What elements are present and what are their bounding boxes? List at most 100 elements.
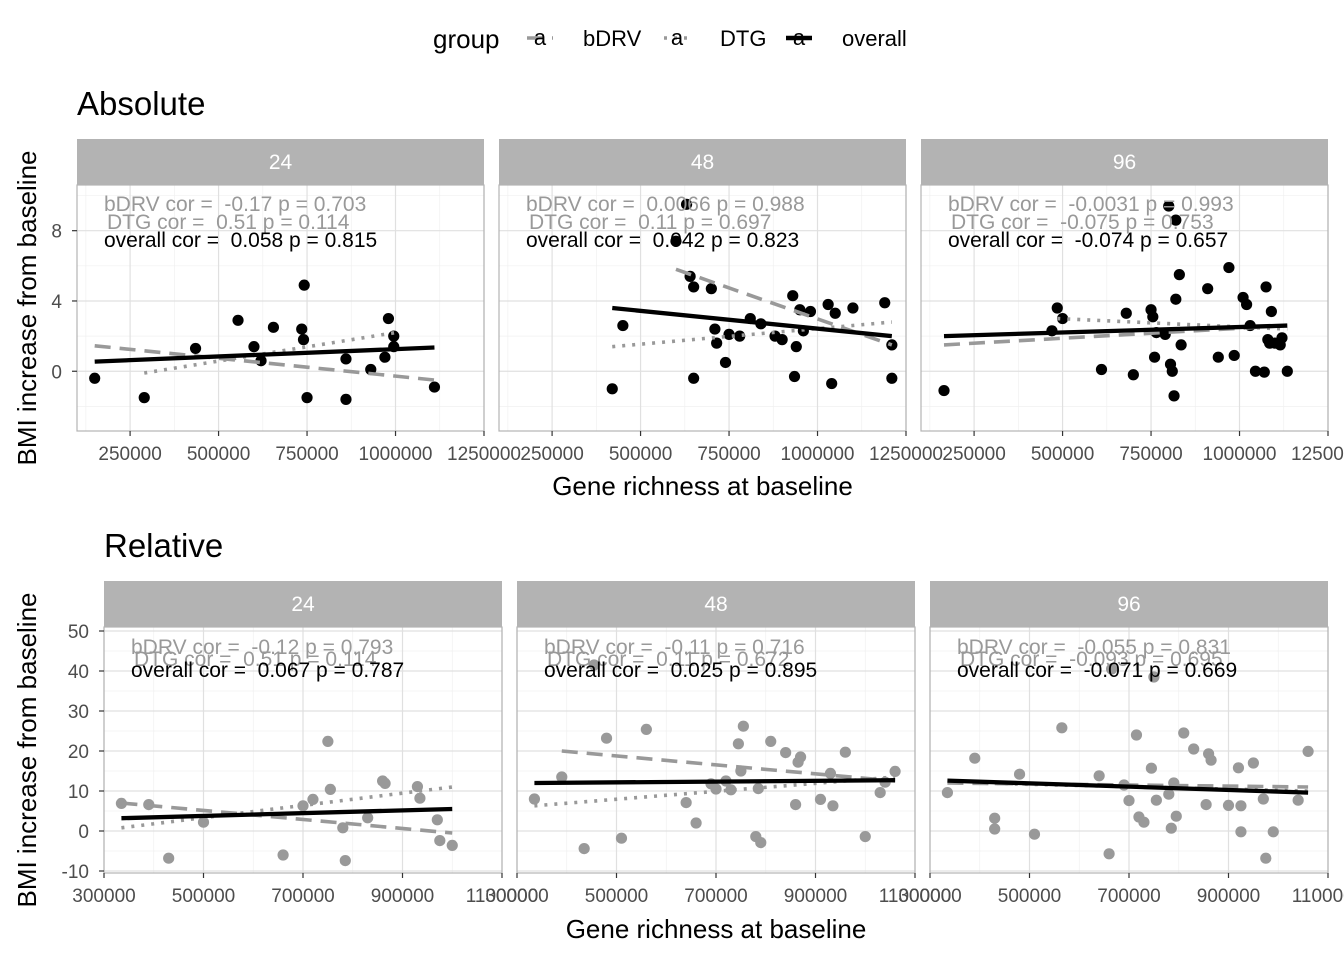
facet-strip-label: 96 bbox=[1113, 151, 1136, 174]
facet-strip bbox=[930, 581, 1328, 627]
data-point bbox=[1127, 369, 1139, 381]
data-point bbox=[431, 814, 443, 826]
data-point bbox=[296, 323, 308, 335]
data-point bbox=[989, 812, 1001, 824]
x-tick-label: 300000 bbox=[72, 886, 135, 907]
legend-key-glyph: a bbox=[793, 25, 806, 50]
x-tick-label: 300000 bbox=[898, 886, 961, 907]
x-tick-label: 300000 bbox=[485, 886, 548, 907]
data-point bbox=[889, 765, 901, 778]
x-tick-label: 1000000 bbox=[781, 444, 855, 465]
data-point bbox=[379, 777, 391, 790]
legend-key-glyph: a bbox=[671, 25, 684, 50]
data-point bbox=[814, 793, 827, 806]
x-tick-label: 1100000 bbox=[879, 886, 952, 907]
fit-line-overall bbox=[612, 305, 893, 339]
data-point bbox=[938, 384, 950, 397]
data-point bbox=[690, 817, 702, 829]
data-point bbox=[847, 302, 859, 314]
data-point bbox=[1267, 826, 1279, 838]
legend-key-glyph: a bbox=[534, 25, 547, 50]
data-point bbox=[1178, 727, 1190, 739]
data-point bbox=[1056, 312, 1069, 325]
data-point bbox=[839, 746, 851, 758]
data-point bbox=[941, 787, 954, 799]
data-point bbox=[790, 341, 802, 353]
annotation-overall: overall cor = 0.042 p = 0.823 bbox=[526, 229, 799, 252]
data-point bbox=[719, 356, 732, 369]
data-point bbox=[1105, 663, 1118, 675]
annotation-dtg: DTG cor = 0.11 p = 0.697 bbox=[529, 211, 771, 234]
x-tick-label: 500000 bbox=[187, 444, 250, 465]
y-tick-label: 10 bbox=[68, 782, 89, 803]
fit-line-overall bbox=[943, 323, 1288, 339]
data-point bbox=[794, 751, 807, 763]
annotation-overall: overall cor = -0.071 p = 0.669 bbox=[957, 659, 1237, 682]
x-tick-label: 250000 bbox=[520, 444, 583, 465]
data-point bbox=[1093, 770, 1105, 782]
x-tick-label: 900000 bbox=[784, 886, 847, 907]
annotation-bdrv: bDRV cor = -0.11 p = 0.716 bbox=[544, 636, 805, 659]
data-point bbox=[723, 328, 735, 340]
data-point bbox=[163, 852, 175, 864]
data-point bbox=[1265, 305, 1277, 318]
data-point bbox=[710, 783, 722, 795]
legend-label-dtg: DTG bbox=[720, 26, 766, 51]
facet-strip-label: 24 bbox=[291, 593, 315, 616]
panel-border bbox=[920, 184, 1329, 432]
data-point bbox=[1028, 828, 1041, 840]
data-point bbox=[1241, 298, 1253, 311]
data-point bbox=[874, 787, 886, 799]
data-point bbox=[776, 334, 788, 346]
data-point bbox=[1202, 283, 1214, 295]
data-point bbox=[232, 314, 244, 326]
data-point bbox=[688, 281, 700, 293]
x-tick-label: 500000 bbox=[585, 886, 648, 907]
data-point bbox=[1147, 311, 1159, 323]
data-point bbox=[1056, 722, 1068, 734]
data-point bbox=[969, 752, 981, 764]
data-point bbox=[324, 783, 336, 796]
data-point bbox=[1170, 810, 1182, 822]
data-point bbox=[737, 720, 749, 732]
data-point bbox=[1212, 351, 1224, 363]
data-point bbox=[732, 738, 744, 750]
data-point bbox=[1095, 363, 1108, 376]
data-point bbox=[788, 370, 801, 383]
fit-line-dtg bbox=[612, 320, 893, 349]
data-point bbox=[1276, 332, 1288, 344]
y-tick-label: 40 bbox=[68, 662, 89, 683]
data-point bbox=[322, 735, 334, 748]
data-point bbox=[670, 235, 682, 247]
y-tick-label: 4 bbox=[51, 292, 62, 313]
data-point bbox=[578, 843, 590, 855]
data-point bbox=[859, 831, 871, 843]
data-point bbox=[340, 353, 352, 365]
data-point bbox=[298, 279, 310, 291]
data-point bbox=[615, 832, 628, 844]
block-title: Relative bbox=[104, 527, 223, 564]
data-point bbox=[822, 298, 834, 311]
facet-strip bbox=[499, 139, 906, 185]
data-point bbox=[1175, 339, 1187, 351]
data-point bbox=[734, 330, 746, 342]
x-tick-label: 500000 bbox=[1031, 444, 1094, 465]
data-point bbox=[1173, 269, 1185, 281]
data-point bbox=[1258, 366, 1270, 378]
x-tick-label: 750000 bbox=[275, 444, 338, 465]
data-point bbox=[824, 767, 837, 780]
data-point bbox=[362, 812, 374, 824]
fit-line-bdrv bbox=[121, 801, 453, 835]
data-point bbox=[248, 341, 260, 353]
data-point bbox=[752, 783, 764, 795]
data-point bbox=[989, 823, 1001, 835]
data-point bbox=[1138, 816, 1150, 828]
legend-label-bdrv: bDRV bbox=[583, 26, 642, 51]
data-point bbox=[528, 793, 541, 805]
annotation-bdrv: bDRV cor = -0.0031 p = 0.993 bbox=[948, 193, 1234, 216]
data-point bbox=[297, 334, 310, 346]
data-point bbox=[606, 383, 618, 395]
y-tick-label: 20 bbox=[68, 742, 89, 763]
